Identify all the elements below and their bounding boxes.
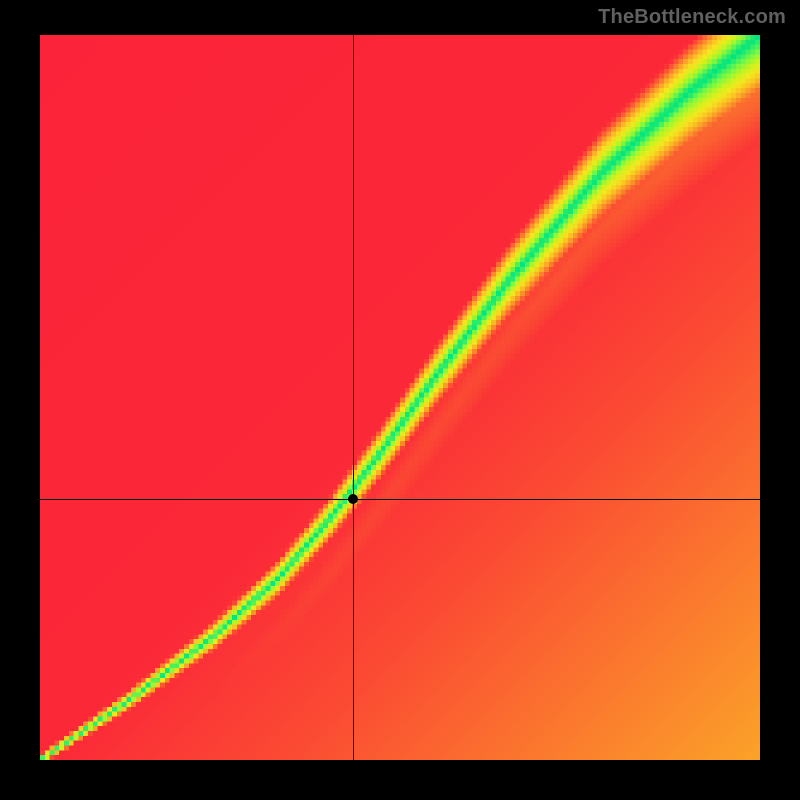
- plot-area: [40, 35, 760, 760]
- watermark-text: TheBottleneck.com: [598, 6, 786, 29]
- crosshair-vertical: [353, 35, 354, 760]
- marker-dot: [348, 494, 358, 504]
- chart-container: TheBottleneck.com: [0, 0, 800, 800]
- crosshair-horizontal: [40, 499, 760, 500]
- heatmap-canvas: [40, 35, 760, 760]
